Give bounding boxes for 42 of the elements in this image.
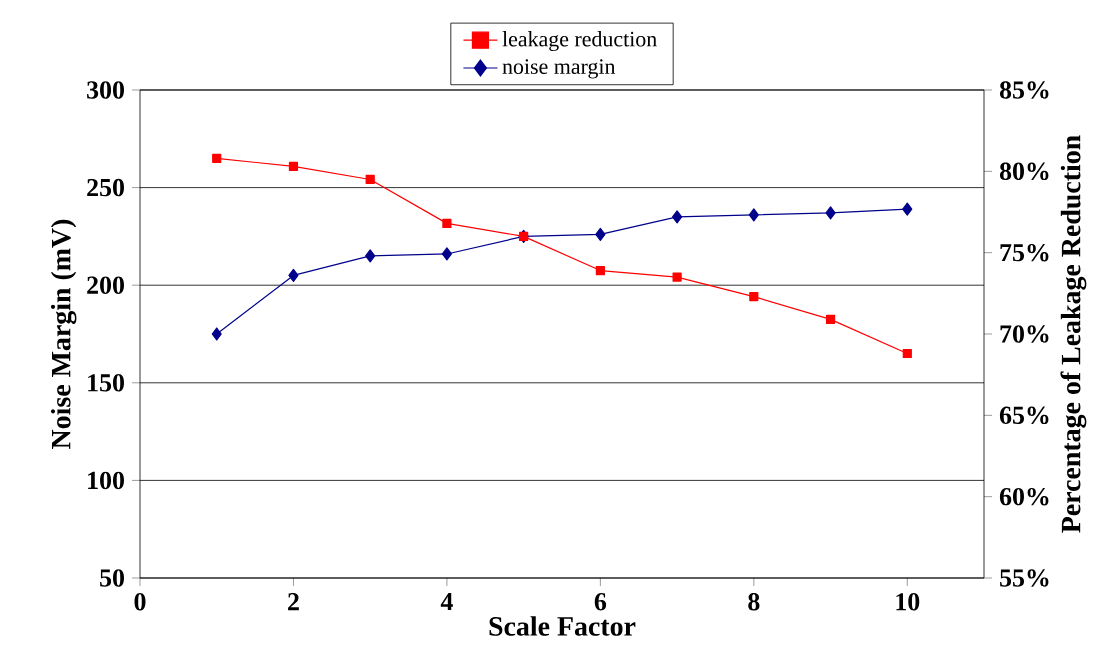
point — [442, 218, 452, 228]
y-tick-label: 200 — [87, 276, 124, 294]
point — [288, 161, 299, 172]
point — [748, 208, 759, 222]
point — [365, 249, 376, 263]
y-axis-title: Noise Margin (mV) — [50, 219, 77, 449]
y-tick-label: 300 — [87, 81, 124, 99]
point — [825, 314, 836, 324]
y-tick-label: 250 — [87, 178, 124, 197]
x-tick-label: 6 — [594, 593, 607, 611]
x-tick-label: 8 — [748, 593, 760, 611]
point — [212, 153, 222, 163]
legend-label: noise margin — [502, 59, 616, 79]
point — [749, 291, 759, 302]
y2-tick-label: 80% — [999, 162, 1049, 181]
point — [288, 268, 299, 283]
y2-tick-label: 85% — [999, 81, 1049, 99]
point — [595, 265, 605, 276]
point — [672, 210, 683, 224]
y-tick-label: 150 — [88, 374, 124, 392]
x-axis-title: Scale Factor — [489, 616, 636, 636]
y2-axis-title: Percentage of Leakage Reduction — [1060, 135, 1087, 533]
y-tick-label: 100 — [88, 471, 124, 490]
point — [902, 202, 913, 216]
x-tick-label: 10 — [896, 593, 920, 611]
x-tick-label: 0 — [134, 593, 146, 611]
point — [365, 174, 375, 185]
y2-tick-label: 75% — [1000, 243, 1049, 262]
y2-tick-label: 70% — [1000, 325, 1049, 343]
y-tick-label: 50 — [100, 569, 124, 587]
point — [902, 348, 912, 359]
x-tick-label: 4 — [440, 593, 453, 611]
y2-tick-label: 65% — [999, 406, 1049, 425]
x-tick-label: 2 — [288, 593, 299, 611]
point — [595, 227, 606, 242]
point — [825, 206, 836, 220]
y2-tick-label: 55% — [1000, 569, 1049, 587]
point — [441, 247, 453, 261]
point — [672, 272, 682, 282]
point — [211, 327, 222, 341]
y2-tick-label: 60% — [999, 487, 1049, 506]
legend-label: leakage reduction — [502, 31, 657, 52]
